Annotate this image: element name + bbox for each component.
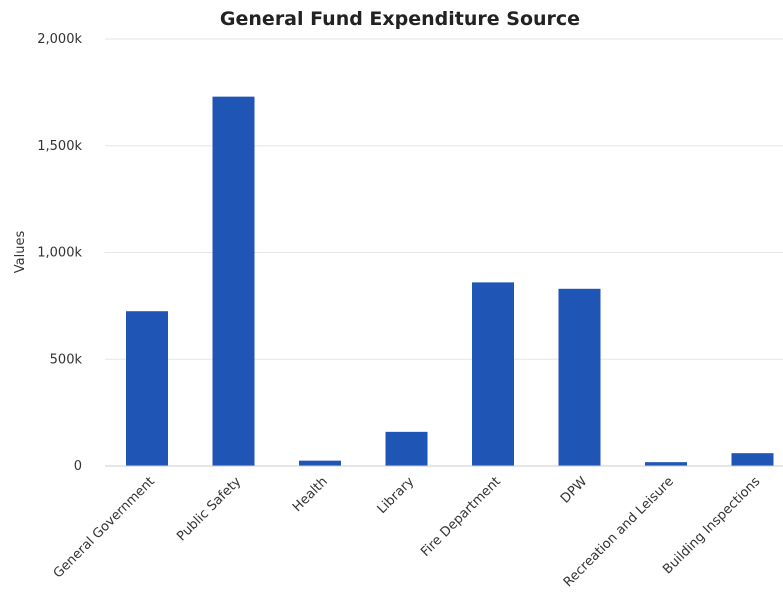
x-tick-label: Public Safety (174, 474, 244, 544)
y-axis-ticks: 0 500k 1,000k 1,500k 2,000k (37, 32, 82, 474)
chart-title: General Fund Expenditure Source (220, 8, 580, 30)
x-axis-category-labels: General Government Public Safety Health Lib… (51, 474, 764, 590)
bar (299, 460, 341, 466)
bar (645, 462, 687, 466)
y-tick-label: 500k (50, 352, 83, 367)
x-tick-label: Building Inspections (660, 474, 763, 577)
y-tick-label: 1,500k (37, 139, 82, 154)
x-tick-label: DPW (558, 474, 590, 506)
bar (731, 453, 774, 466)
bar (126, 311, 168, 466)
x-tick-label: Fire Department (418, 474, 504, 560)
y-tick-label: 1,000k (37, 246, 82, 261)
bar (558, 288, 601, 466)
x-tick-label: General Government (51, 474, 158, 581)
x-tick-label: Library (375, 474, 418, 517)
x-tick-label: Health (290, 474, 331, 515)
bars (126, 96, 774, 467)
bar (472, 282, 514, 466)
y-axis-label: Values (13, 231, 28, 274)
y-tick-label: 2,000k (37, 32, 82, 47)
y-tick-label: 0 (74, 459, 82, 474)
bar (385, 431, 428, 466)
gridlines (105, 38, 783, 360)
bar (212, 96, 255, 467)
